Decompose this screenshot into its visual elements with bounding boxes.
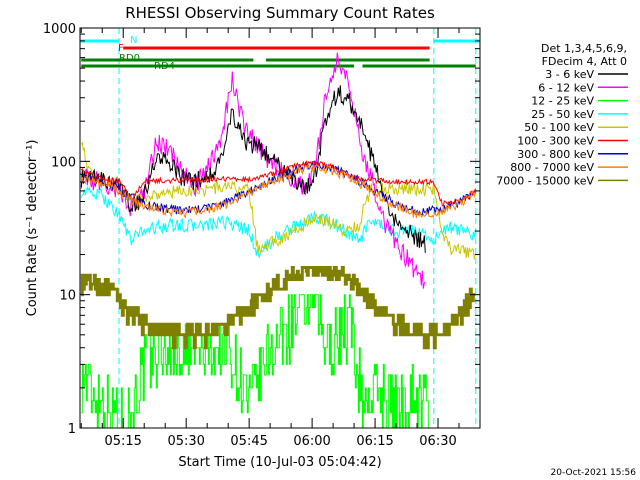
flag-label-rd4: RD4 bbox=[154, 61, 175, 72]
legend-entry-label: 25 - 50 keV bbox=[531, 108, 594, 121]
flag-label-rd0: RD0 bbox=[119, 53, 140, 64]
legend-entry-label: 100 - 300 keV bbox=[517, 135, 594, 148]
flag-label-n: N bbox=[130, 35, 137, 46]
x-tick-label: 05:30 bbox=[167, 434, 204, 449]
y-tick-label: 10 bbox=[59, 289, 76, 304]
series-line-300-800-kev bbox=[80, 160, 476, 216]
y-tick-label: 1 bbox=[68, 422, 76, 437]
x-tick-label: 05:45 bbox=[230, 434, 267, 449]
x-tick-label: 05:15 bbox=[104, 434, 141, 449]
flag-label-f: F bbox=[118, 43, 124, 54]
y-tick-label: 100 bbox=[51, 155, 76, 170]
axes-layer: 1 10 100 1000 05:15 05:30 05:45 06:00 06:15 06:30 bbox=[43, 22, 481, 449]
series-line-100-300-kev bbox=[80, 159, 476, 207]
series-line-800-7000-kev bbox=[80, 164, 476, 219]
legend-entry-label: 7000 - 15000 keV bbox=[496, 174, 594, 187]
series-line-25-50-kev bbox=[80, 185, 476, 258]
y-axis-label: Count Rate (s⁻¹ detector⁻¹) bbox=[25, 140, 40, 317]
legend: Det 1,3,4,5,6,9,FDecim 4, Att 03 - 6 keV… bbox=[496, 42, 628, 187]
legend-entry-label: 6 - 12 keV bbox=[538, 81, 594, 94]
legend-entry-label: 12 - 25 keV bbox=[531, 95, 594, 108]
plot-frame bbox=[79, 27, 481, 429]
series-line-7000-15000-kev bbox=[80, 266, 476, 350]
footer-timestamp: 20-Oct-2021 15:56 bbox=[551, 468, 637, 478]
legend-entry-label: 50 - 100 keV bbox=[524, 121, 594, 134]
legend-entry-label: 300 - 800 keV bbox=[517, 148, 594, 161]
series-line-50-100-kev bbox=[80, 141, 476, 260]
x-tick-label: 06:30 bbox=[419, 434, 456, 449]
x-tick-label: 06:15 bbox=[356, 434, 393, 449]
y-tick-label: 1000 bbox=[43, 22, 76, 37]
x-tick-label: 06:00 bbox=[293, 434, 330, 449]
legend-entry-label: 3 - 6 keV bbox=[545, 68, 594, 81]
legend-header-line: FDecim 4, Att 0 bbox=[542, 55, 627, 68]
legend-entry-label: 800 - 7000 keV bbox=[510, 161, 594, 174]
x-axis-label: Start Time (10-Jul-03 05:04:42) bbox=[178, 455, 381, 470]
chart-title: RHESSI Observing Summary Count Rates bbox=[125, 4, 435, 22]
series-layer bbox=[80, 52, 476, 429]
legend-header-line: Det 1,3,4,5,6,9, bbox=[541, 42, 627, 55]
series-line-12-25-kev bbox=[81, 294, 430, 429]
